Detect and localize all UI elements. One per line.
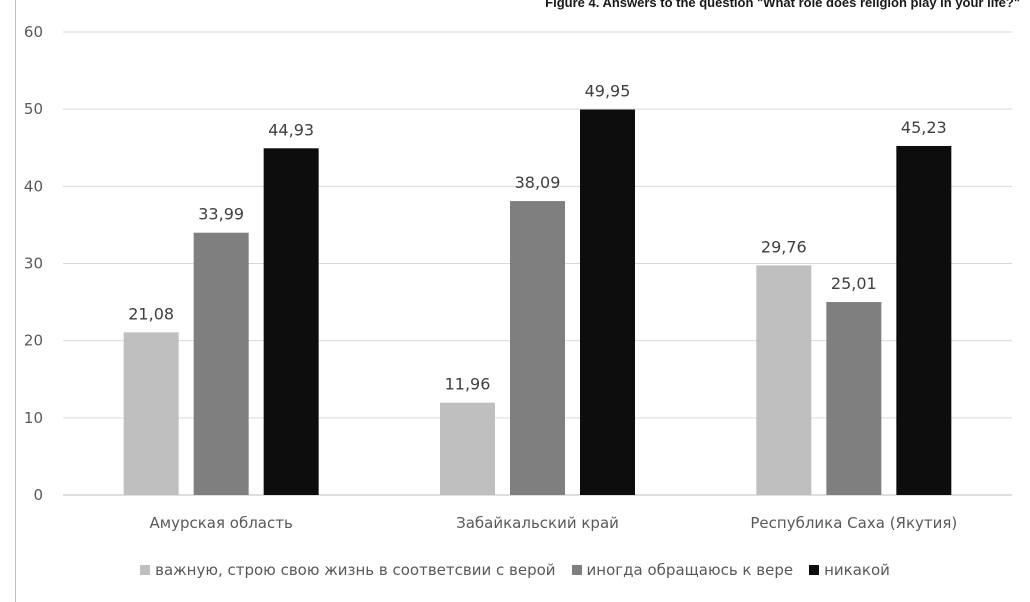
bar-3-1 — [756, 265, 812, 495]
legend-swatch — [809, 565, 820, 575]
data-label: 44,93 — [268, 120, 314, 139]
bar-1-3 — [263, 148, 319, 495]
y-tick-label: 60 — [24, 23, 43, 41]
legend: важную, строю свою жизнь в соответсвии с… — [0, 561, 1030, 579]
left-border-line — [15, 0, 16, 602]
legend-swatch — [140, 565, 151, 575]
bar-2-2 — [510, 201, 565, 495]
bar-1-2 — [193, 232, 249, 495]
category-label: Забайкальский край — [456, 514, 619, 532]
figure-caption: Figure 4. Answers to the question "What … — [545, 0, 1020, 10]
y-tick-label: 20 — [24, 332, 43, 350]
data-label: 25,01 — [831, 274, 877, 293]
y-tick-label: 30 — [24, 255, 43, 273]
y-tick-label: 50 — [24, 100, 43, 118]
data-label: 38,09 — [515, 173, 561, 192]
legend-swatch — [571, 565, 582, 575]
y-tick-label: 0 — [33, 486, 43, 504]
category-label: Республика Саха (Якутия) — [750, 514, 957, 532]
y-tick-label: 10 — [24, 409, 43, 427]
y-axis-ticks: 0 10 20 30 40 50 60 — [24, 23, 43, 504]
category-labels: Амурская область Забайкальский край Респуб… — [150, 514, 958, 532]
bars — [123, 109, 952, 496]
legend-label: иногда обращаюсь к вере — [586, 561, 794, 579]
data-label: 49,95 — [585, 82, 631, 101]
data-label: 21,08 — [128, 304, 174, 323]
data-label: 11,96 — [445, 375, 491, 394]
bar-2-1 — [440, 402, 495, 495]
category-label: Амурская область — [150, 514, 293, 532]
data-label: 33,99 — [198, 205, 244, 224]
data-labels: 21,08 33,99 44,93 11,96 38,09 49,95 29,76 25,01… — [128, 82, 946, 394]
legend-item: никакой — [809, 561, 890, 579]
bar-3-2 — [826, 302, 882, 495]
y-tick-label: 40 — [24, 177, 43, 195]
legend-label: никакой — [824, 561, 890, 579]
legend-label: важную, строю свою жизнь в соответсвии с… — [155, 561, 556, 579]
bar-2-3 — [580, 109, 635, 496]
legend-item: важную, строю свою жизнь в соответсвии с… — [140, 561, 556, 579]
data-label: 45,23 — [901, 118, 947, 137]
data-label: 29,76 — [761, 237, 807, 256]
bar-3-3 — [896, 145, 952, 496]
bar-1-1 — [123, 332, 179, 495]
legend-item: иногда обращаюсь к вере — [571, 561, 794, 579]
